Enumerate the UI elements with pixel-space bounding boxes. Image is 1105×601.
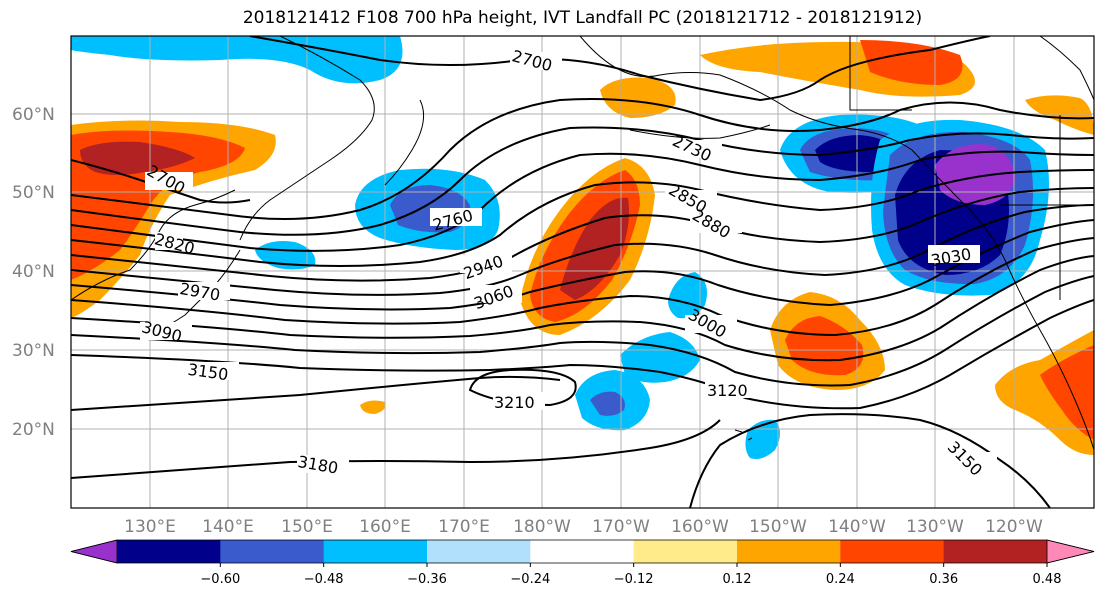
colorbar-segment	[220, 540, 325, 563]
height-contour-line-5	[71, 187, 1094, 282]
lat-label-30n: 30°N	[12, 341, 55, 361]
coastline-aleutians	[629, 124, 771, 139]
colorbar-segment	[633, 540, 738, 563]
height-contour-line-10	[71, 275, 1094, 387]
height-contour-line-3	[71, 150, 1094, 252]
positive-anomaly-northeast-canada-core	[860, 40, 963, 85]
coastline-north-america	[911, 149, 1094, 451]
colorbar-extend-high	[1046, 539, 1095, 564]
contour-label-3120: 3120	[707, 381, 748, 400]
colorbar-segment	[943, 540, 1048, 563]
coastline-northeast-asia	[239, 36, 375, 241]
longitude-labels: 130°E 140°E 150°E 160°E 170°E 180°W 170°…	[124, 517, 1043, 537]
colorbar-segment	[323, 540, 428, 563]
height-contour-line-9	[71, 255, 1094, 362]
lon-label-130w: 130°W	[906, 517, 964, 537]
colorbar-segment	[840, 540, 945, 563]
positive-anomaly-bering	[600, 77, 676, 118]
negative-anomaly-west-coast-peak	[935, 144, 1015, 205]
lon-label-140e: 140°E	[202, 517, 254, 537]
height-contour-2700-north	[249, 36, 991, 102]
lat-label-40n: 40°N	[12, 262, 55, 282]
lat-label-50n: 50°N	[12, 183, 55, 203]
colorbar-segment	[530, 540, 635, 563]
colorbar-tick-label: −0.24	[510, 572, 550, 587]
state-border-3	[849, 36, 912, 111]
lon-label-130e: 130°E	[124, 517, 176, 537]
lon-label-120w: 120°W	[985, 517, 1043, 537]
height-contour-line-1	[71, 98, 1094, 220]
colorbar-tick-label: 0.12	[723, 572, 752, 587]
positive-anomaly-baja-core	[1040, 345, 1094, 440]
height-contour-line-2	[71, 126, 1094, 236]
colorbar-outline	[70, 539, 1095, 564]
lon-label-140w: 140°W	[828, 517, 886, 537]
negative-anomaly-hawaii	[745, 419, 780, 459]
map-border	[70, 35, 1095, 509]
coastline-hudson	[1039, 36, 1094, 101]
coastline-hawaii	[734, 429, 753, 441]
lon-label-170w: 170°W	[592, 517, 650, 537]
negative-anomaly-hawaii-west-core	[590, 391, 625, 416]
lat-label-60n: 60°N	[12, 105, 55, 125]
height-contour-line-4	[71, 169, 1094, 267]
positive-anomaly-west-pacific-small	[360, 400, 386, 414]
colorbar: −0.60 −0.48 −0.36 −0.24 −0.12 0.12 0.24 0.36 0.4…	[70, 539, 1095, 587]
map-gridlines	[71, 36, 1094, 508]
height-contour-line-7	[71, 219, 1094, 311]
colorbar-tick-label: −0.12	[614, 572, 654, 587]
lon-label-150e: 150°E	[281, 517, 333, 537]
colorbar-tick-label: −0.48	[304, 572, 344, 587]
colorbar-segment	[117, 540, 221, 563]
lon-label-160e: 160°E	[359, 517, 411, 537]
lon-label-170e: 170°E	[438, 517, 490, 537]
lon-label-150w: 150°W	[749, 517, 807, 537]
positive-anomaly-siberia-core	[80, 141, 195, 175]
contour-label-3210: 3210	[494, 393, 535, 412]
colorbar-tick-label: −0.36	[407, 572, 447, 587]
height-contour-3150-east	[689, 413, 1051, 508]
height-contour-line-11	[71, 299, 1094, 410]
lon-label-180w: 180°W	[513, 517, 571, 537]
height-contour-3150-west	[71, 375, 561, 411]
height-contour-3180	[71, 419, 721, 479]
height-contours	[71, 36, 1094, 508]
colorbar-tick-label: 0.36	[929, 572, 958, 587]
latitude-labels: 60°N 50°N 40°N 30°N 20°N	[12, 105, 55, 440]
colorbar-segment	[737, 540, 841, 563]
colorbar-tick-label: 0.24	[826, 572, 855, 587]
positive-anomaly-north-pacific-ar-core	[560, 197, 629, 300]
colorbar-extend-low	[70, 539, 118, 564]
map-title: 2018121412 F108 700 hPa height, IVT Land…	[242, 8, 923, 28]
lon-label-160w: 160°W	[671, 517, 729, 537]
colorbar-tick-label: 0.48	[1033, 572, 1062, 587]
colorbar-segment	[427, 540, 531, 563]
height-contour-line-6	[71, 204, 1094, 296]
coastline-kamchatka	[384, 99, 425, 186]
lat-label-20n: 20°N	[12, 420, 55, 440]
height-contour-line-8	[71, 237, 1094, 337]
colorbar-tick-label: −0.60	[200, 572, 240, 587]
